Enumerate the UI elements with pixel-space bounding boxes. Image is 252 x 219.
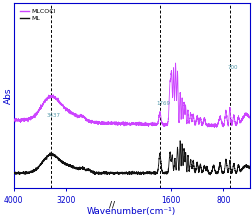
- X-axis label: Wavenumber(cm⁻¹): Wavenumber(cm⁻¹): [87, 207, 176, 215]
- Text: 700: 700: [227, 65, 237, 70]
- Text: //: //: [109, 200, 115, 209]
- Y-axis label: Abs: Abs: [4, 87, 12, 104]
- Legend: MLCOCl, ML: MLCOCl, ML: [19, 9, 56, 21]
- Text: 3437: 3437: [47, 113, 60, 118]
- Text: 1769: 1769: [155, 101, 169, 106]
